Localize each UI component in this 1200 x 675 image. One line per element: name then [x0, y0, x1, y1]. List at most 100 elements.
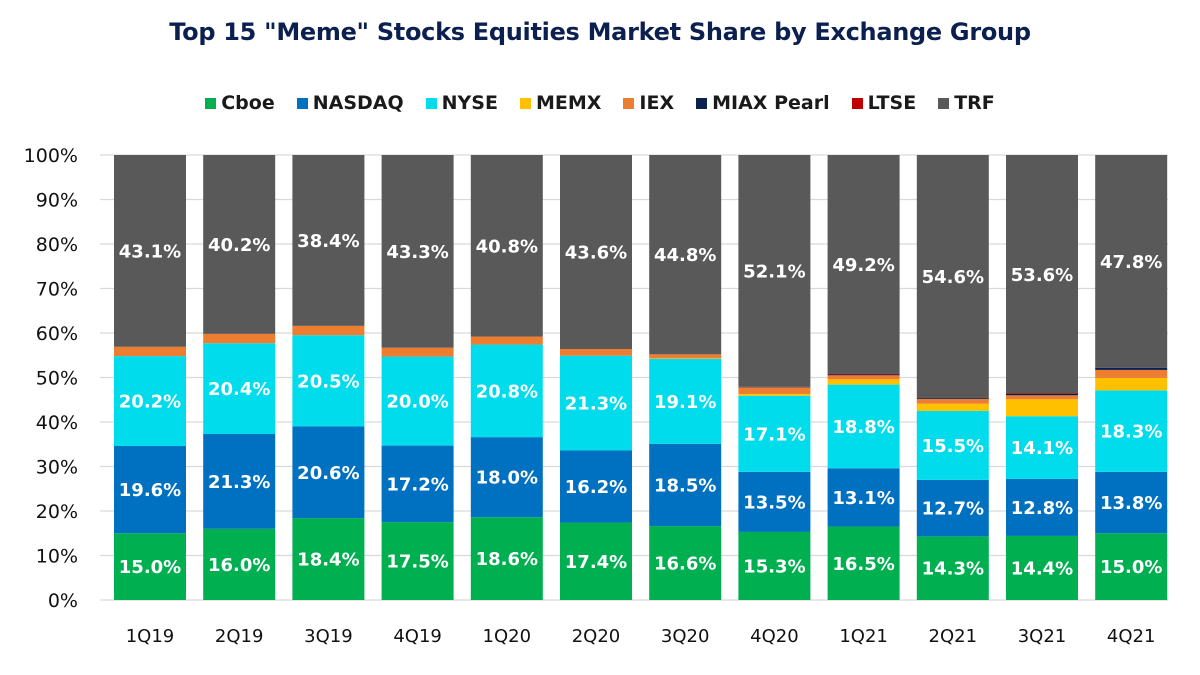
- bar-segment-trf: [114, 155, 186, 347]
- bar-segment-nasdaq: [649, 443, 722, 527]
- legend-label: TRF: [954, 92, 995, 114]
- bar-segment-nyse: [114, 356, 186, 447]
- bar-segment-nyse: [738, 395, 811, 472]
- bar-segment-iex: [114, 346, 186, 357]
- data-label-nasdaq: 13.5%: [743, 492, 805, 513]
- bar-segment-trf: [470, 155, 543, 337]
- bar-segment-nyse: [1095, 390, 1168, 472]
- bar-segment-cboe: [1095, 533, 1168, 600]
- bar-segment-iex: [560, 349, 632, 356]
- data-label-trf: 47.8%: [1100, 252, 1162, 273]
- data-label-trf: 52.1%: [743, 261, 805, 282]
- legend-item-trf: TRF: [938, 92, 995, 114]
- bar-segment-nyse: [203, 343, 276, 435]
- data-label-nasdaq: 12.7%: [922, 499, 984, 520]
- bar-segment-trf: [203, 155, 276, 334]
- bar-segment-nyse: [292, 335, 365, 427]
- data-label-cboe: 16.6%: [654, 554, 716, 575]
- y-tick-label: 20%: [36, 501, 78, 523]
- bar-segment-trf: [381, 155, 454, 348]
- bar-segment-nyse: [470, 344, 543, 438]
- data-label-nasdaq: 12.8%: [1011, 498, 1073, 519]
- bar-segment-cboe: [560, 522, 632, 600]
- data-label-nyse: 14.1%: [1011, 438, 1073, 459]
- data-label-nasdaq: 13.8%: [1100, 493, 1162, 514]
- legend-swatch: [519, 97, 531, 109]
- legend-item-miax-pearl: MIAX Pearl: [696, 92, 830, 114]
- bar-segment-trf: [649, 155, 722, 355]
- bar-segment-miax-pearl: [1006, 393, 1078, 396]
- x-tick-label: 4Q21: [1107, 626, 1156, 647]
- bar-segment-nasdaq: [292, 426, 365, 519]
- legend-swatch: [851, 97, 863, 109]
- y-tick-label: 60%: [36, 323, 78, 345]
- bar-segment-trf: [1006, 155, 1078, 394]
- x-tick-label: 3Q21: [1018, 626, 1067, 647]
- y-tick-label: 0%: [48, 590, 78, 612]
- bar-segment-memx: [916, 403, 989, 411]
- bar-segment-cboe: [381, 522, 454, 600]
- bar-segment-miax-pearl: [916, 397, 989, 399]
- bar-segment-miax-pearl: [738, 386, 811, 388]
- legend-item-cboe: Cboe: [205, 92, 275, 114]
- bar-segment-nyse: [1006, 416, 1078, 479]
- legend-swatch: [425, 97, 437, 109]
- bar-segment-iex: [827, 375, 900, 380]
- data-label-trf: 40.8%: [476, 236, 538, 257]
- data-label-nyse: 20.2%: [119, 392, 181, 413]
- legend-item-ltse: LTSE: [851, 92, 916, 114]
- x-tick-label: 4Q20: [750, 626, 799, 647]
- bar-segment-miax-pearl: [827, 374, 900, 376]
- data-label-cboe: 18.6%: [476, 549, 538, 570]
- data-label-cboe: 15.0%: [119, 557, 181, 578]
- data-label-cboe: 14.3%: [922, 559, 984, 580]
- bar-segment-memx: [649, 358, 722, 359]
- legend-label: IEX: [639, 92, 675, 114]
- bar-segment-nasdaq: [560, 450, 632, 523]
- bar-segment-trf: [292, 155, 365, 326]
- bar-segment-ltse: [1006, 393, 1078, 395]
- y-tick-label: 50%: [36, 368, 78, 390]
- y-tick-label: 40%: [36, 412, 78, 434]
- data-label-nasdaq: 18.0%: [476, 468, 538, 489]
- data-label-trf: 44.8%: [654, 245, 716, 266]
- bar-segment-iex: [470, 336, 543, 345]
- data-label-cboe: 18.4%: [297, 550, 359, 571]
- bar-segment-cboe: [292, 518, 365, 600]
- bar-segment-nasdaq: [381, 445, 454, 523]
- data-label-nasdaq: 17.2%: [386, 474, 448, 495]
- legend-item-memx: MEMX: [519, 92, 601, 114]
- chart-title: Top 15 "Meme" Stocks Equities Market Sha…: [169, 18, 1031, 46]
- data-label-nasdaq: 21.3%: [208, 472, 270, 493]
- bar-segment-cboe: [114, 533, 186, 600]
- data-label-nasdaq: 18.5%: [654, 475, 716, 496]
- bar-segment-nasdaq: [203, 434, 276, 529]
- bar-segment-trf: [827, 155, 900, 374]
- data-label-nyse: 18.3%: [1100, 422, 1162, 443]
- x-tick-label: 2Q19: [215, 626, 264, 647]
- bar-segment-trf: [738, 155, 811, 387]
- data-label-nasdaq: 16.2%: [565, 477, 627, 498]
- bar-segment-trf: [916, 155, 989, 398]
- data-label-nyse: 17.1%: [743, 424, 805, 445]
- data-label-trf: 53.6%: [1011, 265, 1073, 286]
- bar-segment-nasdaq: [470, 437, 543, 518]
- bar-segment-trf: [560, 155, 632, 350]
- bar-segment-cboe: [203, 528, 276, 600]
- bar-segment-iex: [381, 347, 454, 357]
- data-label-cboe: 16.0%: [208, 555, 270, 576]
- bar-segment-miax-pearl: [1095, 367, 1168, 370]
- bar-segment-cboe: [1006, 535, 1078, 600]
- bar-segment-nasdaq: [114, 446, 186, 534]
- data-label-cboe: 16.5%: [832, 554, 894, 575]
- data-label-trf: 43.6%: [565, 243, 627, 264]
- legend-label: NYSE: [441, 92, 498, 114]
- bar-segment-ltse: [827, 373, 900, 375]
- x-tick-label: 3Q20: [661, 626, 710, 647]
- x-tick-label: 2Q20: [572, 626, 621, 647]
- bar-segment-nyse: [649, 358, 722, 444]
- bar-segment-trf: [1095, 155, 1168, 368]
- data-label-cboe: 15.3%: [743, 556, 805, 577]
- data-label-nyse: 20.0%: [386, 392, 448, 413]
- x-tick-label: 1Q21: [839, 626, 888, 647]
